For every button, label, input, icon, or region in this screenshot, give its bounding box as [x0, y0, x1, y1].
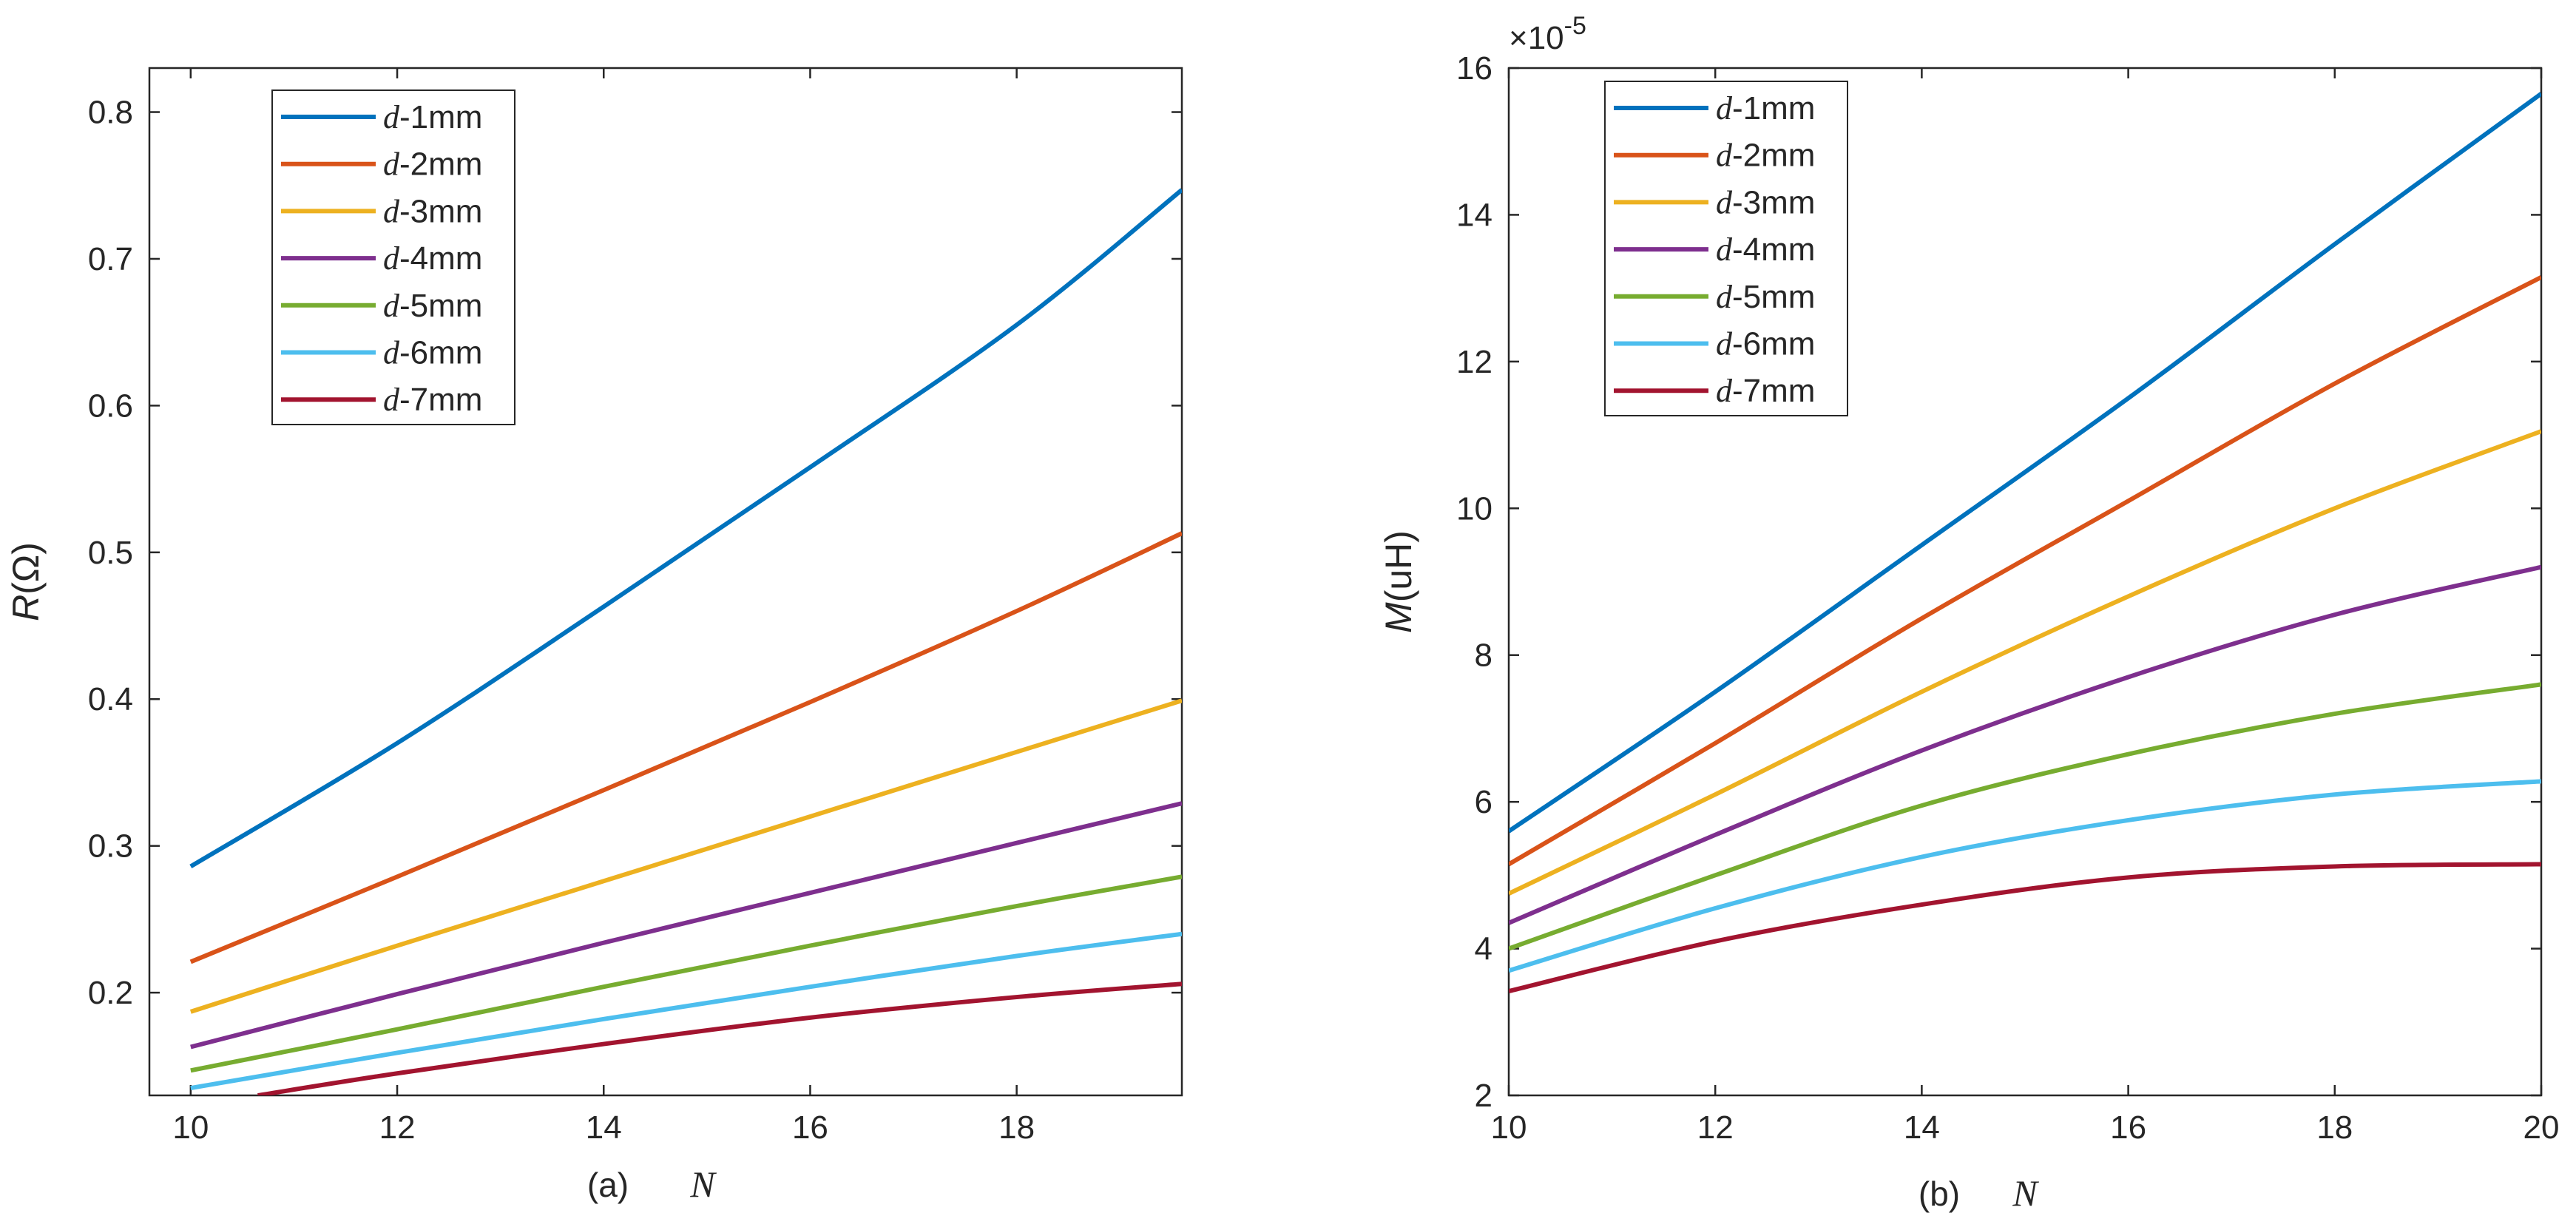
- panel-a-legend-label: d-3mm: [383, 193, 482, 229]
- panel-a-legend-label: d-4mm: [383, 240, 482, 277]
- panel-b-ytick-label: 10: [1456, 490, 1492, 527]
- panel-b-legend-label: d-3mm: [1716, 184, 1815, 220]
- panel-a-legend-label: d-6mm: [383, 335, 482, 371]
- panel-b-legend-label: d-4mm: [1716, 232, 1815, 268]
- panel-a-xtick-label: 18: [998, 1109, 1035, 1146]
- panel-a-xtick-label: 12: [379, 1109, 416, 1146]
- panel-b-xtick-label: 14: [1904, 1109, 1940, 1146]
- panel-a-ytick-label: 0.7: [88, 241, 133, 277]
- panel-b-legend-label: d-7mm: [1716, 373, 1815, 409]
- panel-b-ytick-label: 16: [1456, 50, 1492, 87]
- panel-a-series-line-d3mm: [189, 698, 1182, 1014]
- panel-a-ytick-label: 0.4: [88, 681, 133, 717]
- panel-b-xtick-label: 16: [2110, 1109, 2146, 1146]
- panel-a-chart: 10 12 14 16 18 0.2 0.3 0.4 0.5 0.6 0.7 0.8 d-1mm d-2m…: [5, 67, 1183, 1205]
- panel-a-ytick-label: 0.3: [88, 828, 133, 865]
- panel-b-chart: 10 12 14 16 18 20246810121416×10-5d-1mmd-2mmd…: [1378, 12, 2559, 1214]
- panel-b-series-line-d1mm: [1509, 92, 2541, 834]
- panel-b-legend-label: d-5mm: [1716, 279, 1815, 315]
- panel-b-ytick-label: 2: [1475, 1078, 1492, 1114]
- panel-b-series-line-d3mm: [1509, 429, 2541, 896]
- panel-a-legend-label: d-2mm: [383, 146, 482, 183]
- panel-b-series-line-d4mm: [1509, 564, 2541, 925]
- panel-a-legend-box: [271, 89, 515, 425]
- panel-b-ytick-label: 4: [1475, 931, 1492, 967]
- panel-b-xtick-label: 18: [2316, 1109, 2353, 1146]
- panel-a-series-line-d2mm: [189, 531, 1182, 964]
- panel-b-caption: (b): [1919, 1175, 1960, 1213]
- panel-b-series-line-d2mm: [1509, 275, 2541, 867]
- panel-a-legend: d-1mm d-2mm d-3mm d-4mm d-5mm d-6mm d-7mm: [271, 89, 515, 425]
- panel-a-y-axis-label: R(Ω): [5, 542, 47, 621]
- panel-a-series-line-d6mm: [190, 931, 1182, 1091]
- panel-b-legend-label: d-2mm: [1716, 138, 1815, 174]
- panel-a-legend-label: d-1mm: [383, 99, 482, 135]
- panel-a-xtick-label: 16: [792, 1109, 828, 1146]
- panel-b-legend-label: d-6mm: [1716, 326, 1815, 362]
- panel-b-xtick-label: 20: [2523, 1109, 2560, 1146]
- panel-b-series-group: [1509, 92, 2541, 994]
- panel-a-xtick-label: 14: [586, 1109, 622, 1146]
- panel-a-series-line-d5mm: [190, 874, 1182, 1073]
- panel-a-series-line-d4mm: [190, 801, 1182, 1050]
- panel-a-xtick-label: 10: [172, 1109, 209, 1146]
- panel-a-ytick-label: 0.6: [88, 388, 133, 424]
- panel-b-xtick-label: 12: [1697, 1109, 1734, 1146]
- panel-a-legend-label: d-5mm: [383, 288, 482, 324]
- panel-b-xtick-label: 10: [1491, 1109, 1527, 1146]
- panel-b-legend-label: d-1mm: [1716, 90, 1815, 126]
- panel-a-ytick-label: 0.8: [88, 95, 133, 131]
- panel-b-x-axis-label: N: [2012, 1172, 2039, 1214]
- panel-b-series-line-d5mm: [1509, 682, 2541, 951]
- panel-b-ytick-label: 12: [1456, 344, 1492, 380]
- panel-b-series-line-d6mm: [1509, 779, 2541, 973]
- panel-a-x-axis-label: N: [689, 1163, 717, 1205]
- panel-b-ytick-label: 8: [1475, 638, 1492, 674]
- panel-a-caption: (a): [587, 1166, 629, 1204]
- panel-a-legend-label: d-7mm: [383, 382, 482, 418]
- panel-a-series-group: [189, 188, 1182, 1095]
- panel-b-legend: d-1mm d-2mm d-3mm d-4mm d-5mm d-6mm d-7mm: [1604, 81, 1848, 416]
- panel-b-ytick-label: 14: [1456, 197, 1492, 233]
- panel-a-ytick-label: 0.5: [88, 535, 133, 571]
- panel-b-ytick-label: 6: [1475, 784, 1492, 820]
- panel-a-series-line-d1mm: [189, 188, 1182, 869]
- panel-a-ytick-label: 0.2: [88, 975, 133, 1011]
- panel-b-series-line-d7mm: [1509, 862, 2541, 994]
- panel-b-y-axis-label: M(uH): [1378, 530, 1419, 633]
- panel-a-series-line-d7mm: [257, 981, 1182, 1095]
- panel-b-exponent-label: ×10-5: [1509, 12, 1586, 56]
